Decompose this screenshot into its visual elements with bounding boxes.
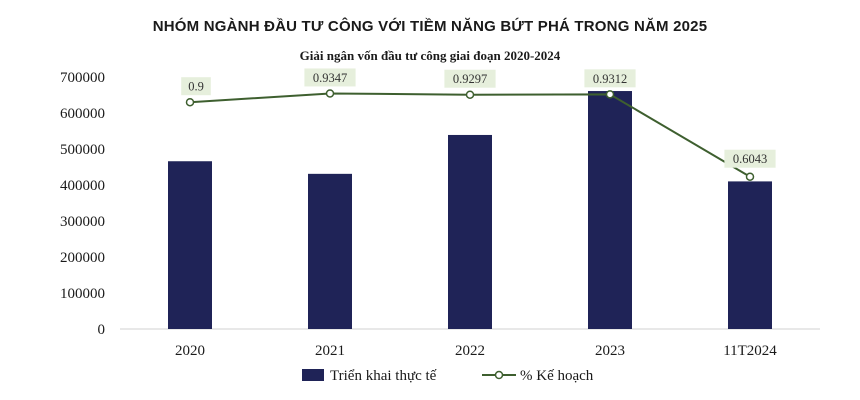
legend-swatch-bar [302,369,324,381]
page-title: NHÓM NGÀNH ĐẦU TƯ CÔNG VỚI TIỀM NĂNG BỨT… [152,18,708,35]
bar-2023 [588,91,632,329]
x-axis-labels: 2020 2021 2022 2023 11T2024 [175,343,777,359]
chart-subtitle: Giải ngân vốn đầu tư công giai đoạn 2020… [299,48,561,63]
data-label-background [444,69,496,88]
percent-data-label: 0.9297 [444,69,496,88]
x-tick-label: 2023 [595,343,625,359]
bar-2020 [168,161,212,329]
bar-2022 [448,134,492,329]
y-tick-label: 400000 [60,178,105,194]
y-tick-label: 0 [98,322,106,338]
x-tick-label: 11T2024 [723,343,777,359]
y-tick-label: 200000 [60,250,105,266]
bar-11T2024 [728,181,772,329]
percent-data-label: 0.9312 [584,69,636,88]
percent-data-label: 0.9 [181,77,211,96]
data-label-background [181,77,211,96]
data-label-background [584,69,636,88]
y-tick-label: 100000 [60,286,105,302]
x-tick-label: 2022 [455,343,485,359]
percent-marker-2020 [185,97,195,107]
legend-item-line: % Kế hoạch [482,368,594,384]
percent-marker-2022 [465,90,475,99]
percent-plan-markers [185,89,755,181]
data-label-text: 0.6043 [733,152,767,166]
y-tick-label: 500000 [60,142,105,158]
legend-item-bars: Triển khai thực tế [302,368,437,384]
data-label-background [304,68,356,87]
data-label-background [724,149,776,168]
bar-2021 [308,173,352,329]
y-tick-label: 700000 [60,70,105,86]
legend-swatch-marker [494,370,504,380]
x-tick-label: 2021 [315,343,345,359]
y-tick-label: 300000 [60,214,105,230]
y-axis-labels: 0 100000 200000 300000 400000 500000 600000 700… [60,70,105,338]
legend-label: % Kế hoạch [520,368,594,384]
percent-marker-11T2024 [745,172,755,181]
data-label-text: 0.9347 [313,71,347,85]
legend: Triển khai thực tế % Kế hoạch [302,368,594,384]
legend-label: Triển khai thực tế [330,368,437,384]
bar-series [168,91,772,329]
percent-marker-2023 [605,90,615,99]
data-label-text: 0.9312 [593,72,627,86]
y-tick-label: 600000 [60,106,105,122]
data-label-text: 0.9 [188,80,204,94]
percent-data-label: 0.9347 [304,68,356,87]
data-label-text: 0.9297 [453,72,487,86]
percent-plan-labels: 0.9 0.9347 0.9297 0.9312 0.6043 [181,68,776,168]
x-tick-label: 2020 [175,343,205,359]
percent-marker-2021 [325,89,335,98]
percent-data-label: 0.6043 [724,149,776,168]
